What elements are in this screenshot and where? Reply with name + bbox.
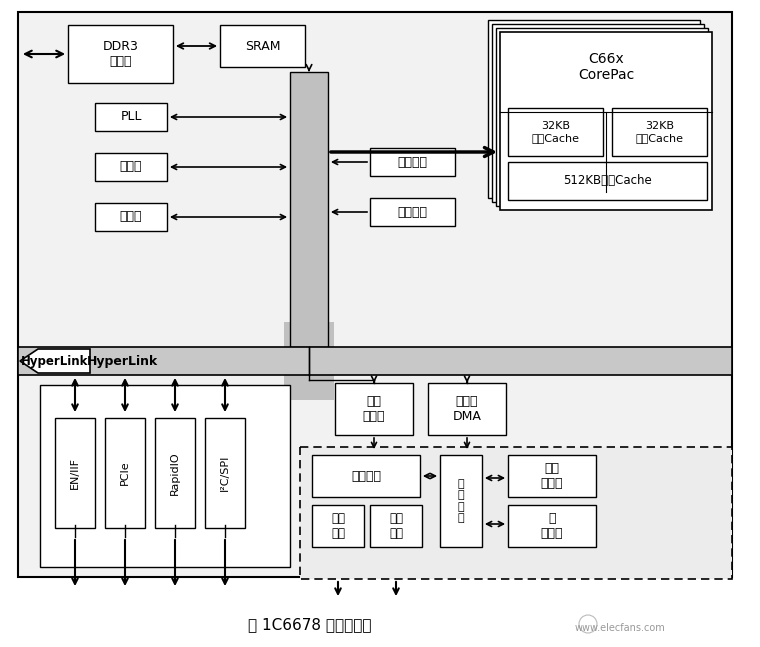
FancyBboxPatch shape	[508, 162, 707, 200]
Text: 密
交
换
器: 密 交 换 器	[458, 479, 464, 523]
Text: 32KB
数据Cache: 32KB 数据Cache	[635, 121, 683, 143]
Text: 安全
加速器: 安全 加速器	[541, 462, 563, 490]
FancyBboxPatch shape	[95, 103, 167, 131]
FancyBboxPatch shape	[300, 447, 732, 579]
FancyBboxPatch shape	[508, 505, 596, 547]
Text: 复位管理: 复位管理	[397, 206, 427, 219]
FancyBboxPatch shape	[370, 198, 455, 226]
FancyBboxPatch shape	[220, 25, 305, 67]
Text: 信号量: 信号量	[120, 210, 142, 223]
FancyBboxPatch shape	[290, 72, 328, 347]
Text: 以太交换: 以太交换	[351, 470, 381, 483]
FancyBboxPatch shape	[508, 108, 603, 156]
FancyBboxPatch shape	[205, 418, 245, 528]
Text: 仿真口: 仿真口	[120, 160, 142, 173]
FancyBboxPatch shape	[155, 418, 195, 528]
Text: DDR3
控制器: DDR3 控制器	[103, 40, 138, 68]
Text: RapidIO: RapidIO	[170, 451, 180, 495]
FancyBboxPatch shape	[370, 148, 455, 176]
Text: HyperLink: HyperLink	[21, 355, 89, 367]
Text: 数据包
DMA: 数据包 DMA	[452, 395, 481, 423]
FancyBboxPatch shape	[488, 20, 700, 198]
Text: PCIe: PCIe	[120, 461, 130, 485]
FancyBboxPatch shape	[428, 383, 506, 435]
Text: 包
加速器: 包 加速器	[541, 512, 563, 540]
FancyBboxPatch shape	[95, 153, 167, 181]
FancyBboxPatch shape	[55, 418, 95, 528]
Polygon shape	[20, 349, 90, 373]
Text: 图 1C6678 内部结构图: 图 1C6678 内部结构图	[249, 617, 372, 633]
FancyBboxPatch shape	[68, 25, 173, 83]
FancyBboxPatch shape	[492, 24, 704, 202]
Text: 网络
接口: 网络 接口	[331, 512, 345, 540]
Text: I²C/SPI: I²C/SPI	[220, 455, 230, 491]
FancyBboxPatch shape	[95, 203, 167, 231]
FancyBboxPatch shape	[40, 385, 290, 567]
FancyBboxPatch shape	[440, 455, 482, 547]
Text: SRAM: SRAM	[245, 39, 280, 52]
Text: HyperLink: HyperLink	[87, 355, 159, 367]
Text: 电源管理: 电源管理	[397, 155, 427, 168]
FancyBboxPatch shape	[496, 28, 708, 206]
FancyBboxPatch shape	[18, 347, 732, 375]
FancyBboxPatch shape	[370, 505, 422, 547]
Text: C66x
CorePac: C66x CorePac	[578, 52, 634, 82]
FancyBboxPatch shape	[335, 383, 413, 435]
FancyBboxPatch shape	[105, 418, 145, 528]
Text: www.elecfans.com: www.elecfans.com	[575, 623, 665, 633]
Text: EN/IIF: EN/IIF	[70, 457, 80, 489]
FancyBboxPatch shape	[312, 505, 364, 547]
FancyBboxPatch shape	[500, 32, 712, 210]
Text: 32KB
程序Cache: 32KB 程序Cache	[531, 121, 579, 143]
Text: PLL: PLL	[120, 111, 142, 124]
FancyBboxPatch shape	[312, 455, 420, 497]
FancyBboxPatch shape	[508, 455, 596, 497]
Text: 队列
管理器: 队列 管理器	[363, 395, 385, 423]
Text: 512KB二级Cache: 512KB二级Cache	[563, 175, 652, 188]
Text: 网络
接口: 网络 接口	[389, 512, 403, 540]
FancyBboxPatch shape	[612, 108, 707, 156]
FancyBboxPatch shape	[18, 12, 732, 577]
